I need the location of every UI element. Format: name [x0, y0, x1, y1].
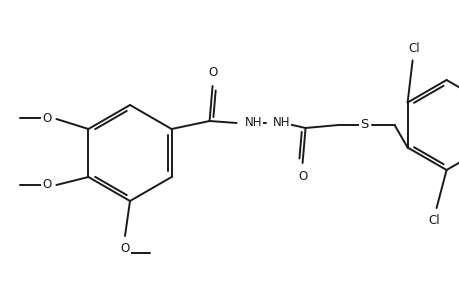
Text: Cl: Cl [408, 41, 420, 55]
Text: NH: NH [272, 116, 290, 130]
Text: O: O [207, 66, 217, 79]
Text: S: S [359, 118, 368, 131]
Text: O: O [42, 178, 51, 191]
Text: O: O [42, 112, 51, 125]
Text: Cl: Cl [428, 214, 439, 227]
Text: O: O [297, 170, 307, 183]
Text: O: O [120, 242, 129, 255]
Text: NH: NH [244, 116, 262, 130]
